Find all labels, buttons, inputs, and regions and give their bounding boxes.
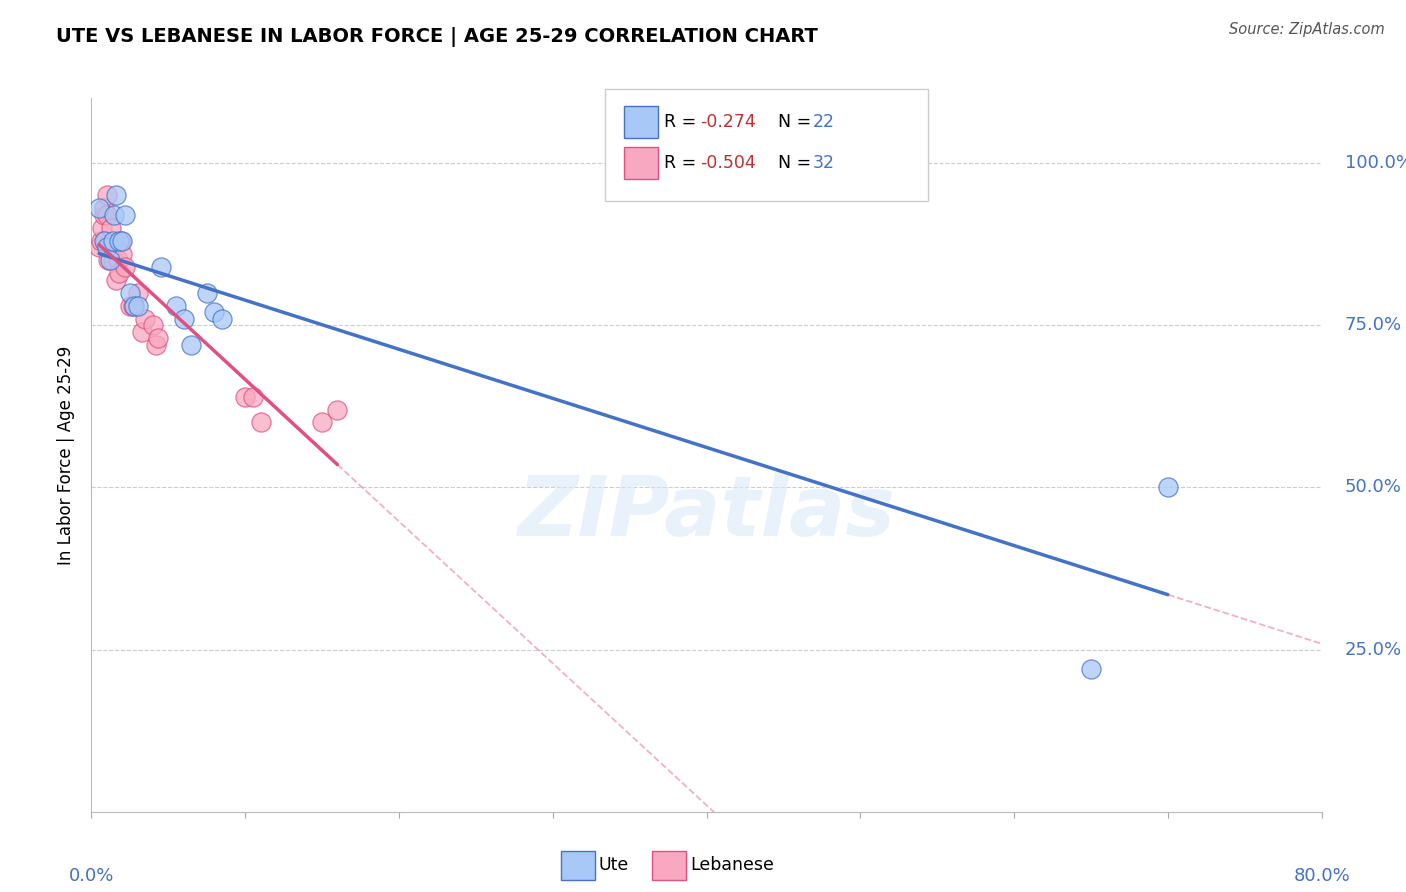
Y-axis label: In Labor Force | Age 25-29: In Labor Force | Age 25-29 bbox=[58, 345, 76, 565]
Point bbox=[173, 311, 195, 326]
Point bbox=[87, 202, 110, 216]
Point bbox=[111, 247, 134, 261]
Text: ZIPatlas: ZIPatlas bbox=[517, 472, 896, 552]
Point bbox=[105, 273, 127, 287]
Point bbox=[108, 234, 131, 248]
Point bbox=[165, 299, 187, 313]
Point bbox=[91, 220, 114, 235]
Point bbox=[108, 266, 131, 280]
Point bbox=[127, 285, 149, 300]
Point bbox=[93, 202, 115, 216]
Point bbox=[122, 299, 145, 313]
Point bbox=[93, 234, 115, 248]
Point bbox=[114, 260, 136, 274]
Point bbox=[118, 285, 141, 300]
Point bbox=[195, 285, 218, 300]
Text: -0.504: -0.504 bbox=[700, 154, 756, 172]
Text: 0.0%: 0.0% bbox=[69, 867, 114, 885]
Point bbox=[97, 253, 120, 268]
Point bbox=[107, 253, 129, 268]
Text: 75.0%: 75.0% bbox=[1344, 316, 1402, 334]
Text: -0.274: -0.274 bbox=[700, 113, 756, 131]
Point bbox=[145, 337, 167, 351]
Point bbox=[134, 311, 156, 326]
Point bbox=[96, 188, 118, 202]
Point bbox=[124, 299, 146, 313]
Point bbox=[94, 234, 117, 248]
Point bbox=[202, 305, 225, 319]
Point bbox=[90, 234, 112, 248]
Point bbox=[100, 220, 122, 235]
Point bbox=[1157, 480, 1180, 494]
Point bbox=[96, 208, 118, 222]
Text: 32: 32 bbox=[813, 154, 835, 172]
Text: R =: R = bbox=[664, 113, 702, 131]
Text: 100.0%: 100.0% bbox=[1344, 154, 1406, 172]
Point bbox=[127, 299, 149, 313]
Point bbox=[131, 325, 153, 339]
Text: R =: R = bbox=[664, 154, 702, 172]
Point bbox=[146, 331, 169, 345]
Text: Lebanese: Lebanese bbox=[690, 856, 775, 874]
Point bbox=[111, 234, 134, 248]
Text: 25.0%: 25.0% bbox=[1344, 640, 1402, 658]
Point bbox=[105, 188, 127, 202]
Point bbox=[149, 260, 172, 274]
Text: Ute: Ute bbox=[599, 856, 630, 874]
Point bbox=[311, 416, 333, 430]
Point bbox=[1080, 662, 1102, 676]
Text: 50.0%: 50.0% bbox=[1344, 478, 1402, 496]
Point bbox=[242, 390, 264, 404]
Point bbox=[118, 299, 141, 313]
Point bbox=[180, 337, 202, 351]
Text: N =: N = bbox=[778, 154, 817, 172]
Point bbox=[249, 416, 271, 430]
Point bbox=[142, 318, 165, 333]
Point bbox=[110, 234, 132, 248]
Text: 22: 22 bbox=[813, 113, 835, 131]
Point bbox=[326, 402, 349, 417]
Text: 80.0%: 80.0% bbox=[1294, 867, 1350, 885]
Point bbox=[93, 208, 115, 222]
Point bbox=[101, 234, 124, 248]
Point bbox=[114, 208, 136, 222]
Point bbox=[98, 240, 121, 254]
Point bbox=[103, 240, 125, 254]
Point bbox=[233, 390, 256, 404]
Point bbox=[96, 240, 118, 254]
Point bbox=[87, 240, 110, 254]
Point bbox=[103, 208, 125, 222]
Point bbox=[211, 311, 233, 326]
Point bbox=[98, 253, 121, 268]
Text: N =: N = bbox=[778, 113, 817, 131]
Point bbox=[101, 253, 124, 268]
Text: Source: ZipAtlas.com: Source: ZipAtlas.com bbox=[1229, 22, 1385, 37]
Text: UTE VS LEBANESE IN LABOR FORCE | AGE 25-29 CORRELATION CHART: UTE VS LEBANESE IN LABOR FORCE | AGE 25-… bbox=[56, 27, 818, 46]
